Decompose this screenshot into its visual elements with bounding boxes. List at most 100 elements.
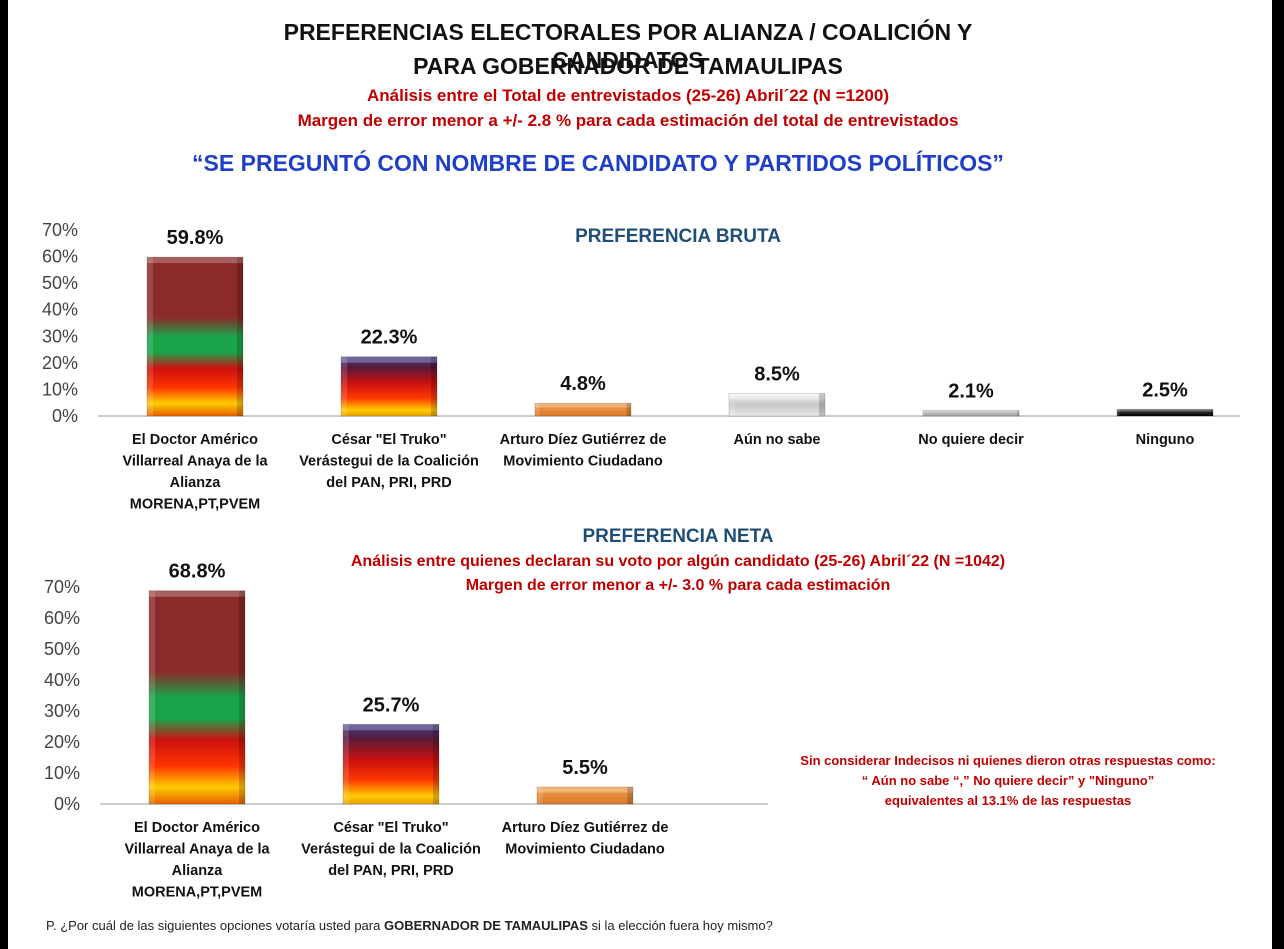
y-tick-label: 10%	[42, 379, 78, 399]
bar	[343, 724, 439, 804]
bar-bevel-left	[149, 590, 155, 804]
category-label: MORENA,PT,PVEM	[130, 497, 261, 513]
bar-bevel-top	[923, 410, 1019, 413]
category-label: César "El Truko"	[331, 432, 446, 448]
bar	[537, 786, 633, 804]
category-label: El Doctor Américo	[134, 820, 260, 836]
category-label: Arturo Díez Gutiérrez de	[502, 820, 669, 836]
y-tick-label: 60%	[42, 247, 78, 267]
y-tick-label: 0%	[52, 406, 78, 426]
bar-value-label: 2.1%	[948, 380, 994, 402]
footnote-bold: GOBERNADOR DE TAMAULIPAS	[383, 918, 588, 933]
bar-outline	[342, 723, 440, 805]
bar-outline	[1116, 408, 1214, 417]
category-label: Arturo Díez Gutiérrez de	[500, 432, 667, 448]
note-line1: Sin considerar Indecisos ni quienes dier…	[800, 753, 1216, 768]
bar-outline	[340, 356, 438, 417]
y-tick-label: 20%	[44, 732, 80, 752]
bruta-chart-title: PREFERENCIA BRUTA	[575, 226, 781, 247]
bar-bevel-right	[627, 786, 633, 804]
neta-bar-chart: 0% 10% 20% 30% 40% 50% 60% 70% 68.8% El Doctor Am…	[44, 561, 768, 901]
bar	[535, 403, 631, 416]
bar	[1117, 409, 1213, 416]
bar-value-label: 59.8%	[167, 227, 224, 249]
category-label: Movimiento Ciudadano	[503, 454, 663, 470]
y-tick-label: 50%	[42, 273, 78, 293]
category-label: Verástegui de la Coalición	[301, 842, 481, 858]
bar	[729, 393, 825, 416]
bar-value-label: 22.3%	[361, 327, 418, 349]
bar	[147, 257, 243, 416]
bar-bevel-top	[537, 786, 633, 793]
bar-bevel-top	[147, 257, 243, 264]
neta-sample-description: Análisis entre quienes declaran su voto …	[350, 553, 1006, 570]
bar-group	[1116, 408, 1214, 417]
category-label: César "El Truko"	[333, 820, 448, 836]
question-footnote: P. ¿Por cuál de las siguientes opciones …	[46, 918, 773, 933]
bar-bevel-top	[149, 590, 245, 597]
category-label: Movimiento Ciudadano	[505, 842, 665, 858]
bar-group	[536, 786, 634, 805]
bar-bevel-right	[1017, 410, 1019, 416]
margin-of-error: Margen de error menor a +/- 2.8 % para c…	[297, 111, 959, 130]
question-banner: “SE PREGUNTÓ CON NOMBRE DE CANDIDATO Y P…	[192, 150, 1004, 176]
bar-group	[148, 590, 246, 805]
bar-value-label: 2.5%	[1142, 379, 1188, 401]
bar-bevel-right	[431, 356, 437, 416]
y-tick-label: 50%	[44, 639, 80, 659]
bar-bevel-top	[535, 403, 631, 408]
y-tick-label: 30%	[42, 326, 78, 346]
bar-bevel-right	[237, 257, 243, 416]
main-title-line2: PARA GOBERNADOR DE TAMAULIPAS	[413, 53, 843, 79]
bar-outline	[146, 256, 244, 417]
bar	[149, 590, 245, 804]
bar-group	[146, 256, 244, 417]
y-tick-label: 40%	[44, 670, 80, 690]
category-label: Aún no sabe	[733, 432, 820, 448]
bar-bevel-right	[1210, 409, 1213, 416]
note-line2: “ Aún no sabe “,” No quiere decir” y "Ni…	[861, 773, 1155, 788]
bar-bevel-right	[239, 590, 245, 804]
category-label: del PAN, PRI, PRD	[328, 863, 453, 879]
y-tick-label: 10%	[44, 763, 80, 783]
y-tick-label: 60%	[44, 608, 80, 628]
bar-outline	[148, 590, 246, 805]
bar-bevel-top	[341, 356, 437, 363]
bar-value-label: 25.7%	[363, 694, 420, 716]
bar-bevel-left	[729, 393, 735, 416]
footnote-prefix: P. ¿Por cuál de las siguientes opciones …	[46, 918, 384, 933]
infographic-page: PREFERENCIAS ELECTORALES POR ALIANZA / C…	[8, 0, 1272, 949]
y-tick-label: 70%	[44, 577, 80, 597]
exclusion-note: Sin considerar Indecisos ni quienes dier…	[778, 751, 1238, 811]
category-label: Ninguno	[1136, 432, 1195, 448]
bar-bevel-right	[819, 393, 825, 416]
bar	[341, 356, 437, 416]
bar-bevel-left	[343, 724, 349, 804]
bar-bevel-left	[341, 356, 347, 416]
bar-bevel-left	[535, 403, 540, 416]
bar-outline	[534, 402, 632, 417]
category-label: Alianza	[172, 863, 224, 879]
category-label: El Doctor Américo	[132, 432, 258, 448]
bar-value-label: 8.5%	[754, 363, 800, 385]
bar-bevel-left	[1117, 409, 1120, 416]
bar-bevel-right	[626, 403, 631, 416]
bar-group	[340, 356, 438, 417]
bar-group	[342, 723, 440, 805]
bar-bevel-top	[343, 724, 439, 731]
category-label: Villarreal Anaya de la	[124, 842, 270, 858]
bar-value-label: 68.8%	[169, 561, 226, 583]
bruta-bar-chart: 0% 10% 20% 30% 40% 50% 60% 70% 59.8% El Doctor Am…	[42, 220, 1240, 513]
bar-group	[534, 402, 632, 417]
footnote-suffix: si la elección fuera hoy mismo?	[587, 918, 773, 933]
bar-outline	[922, 409, 1020, 417]
bar-value-label: 4.8%	[560, 373, 606, 395]
bar-group	[922, 409, 1020, 417]
bar-bevel-left	[147, 257, 153, 416]
bar-outline	[728, 392, 826, 417]
bar	[923, 410, 1019, 416]
bar-outline	[536, 786, 634, 805]
bar-bevel-right	[433, 724, 439, 804]
note-line3: equivalentes al 13.1% de las respuestas	[884, 793, 1132, 808]
bar-bevel-left	[923, 410, 925, 416]
